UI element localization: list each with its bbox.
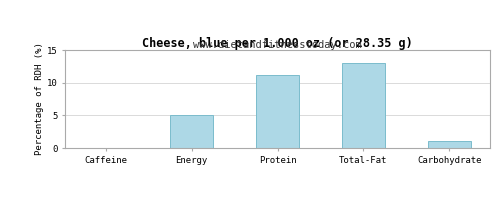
Bar — [342, 63, 385, 148]
Text: www.dietandfitnesstoday.com: www.dietandfitnesstoday.com — [193, 40, 362, 50]
Bar — [256, 75, 299, 148]
Title: Cheese, blue per 1.000 oz (or 28.35 g): Cheese, blue per 1.000 oz (or 28.35 g) — [142, 37, 413, 50]
Y-axis label: Percentage of RDH (%): Percentage of RDH (%) — [35, 43, 44, 155]
Bar — [170, 115, 213, 148]
Bar — [428, 141, 470, 148]
